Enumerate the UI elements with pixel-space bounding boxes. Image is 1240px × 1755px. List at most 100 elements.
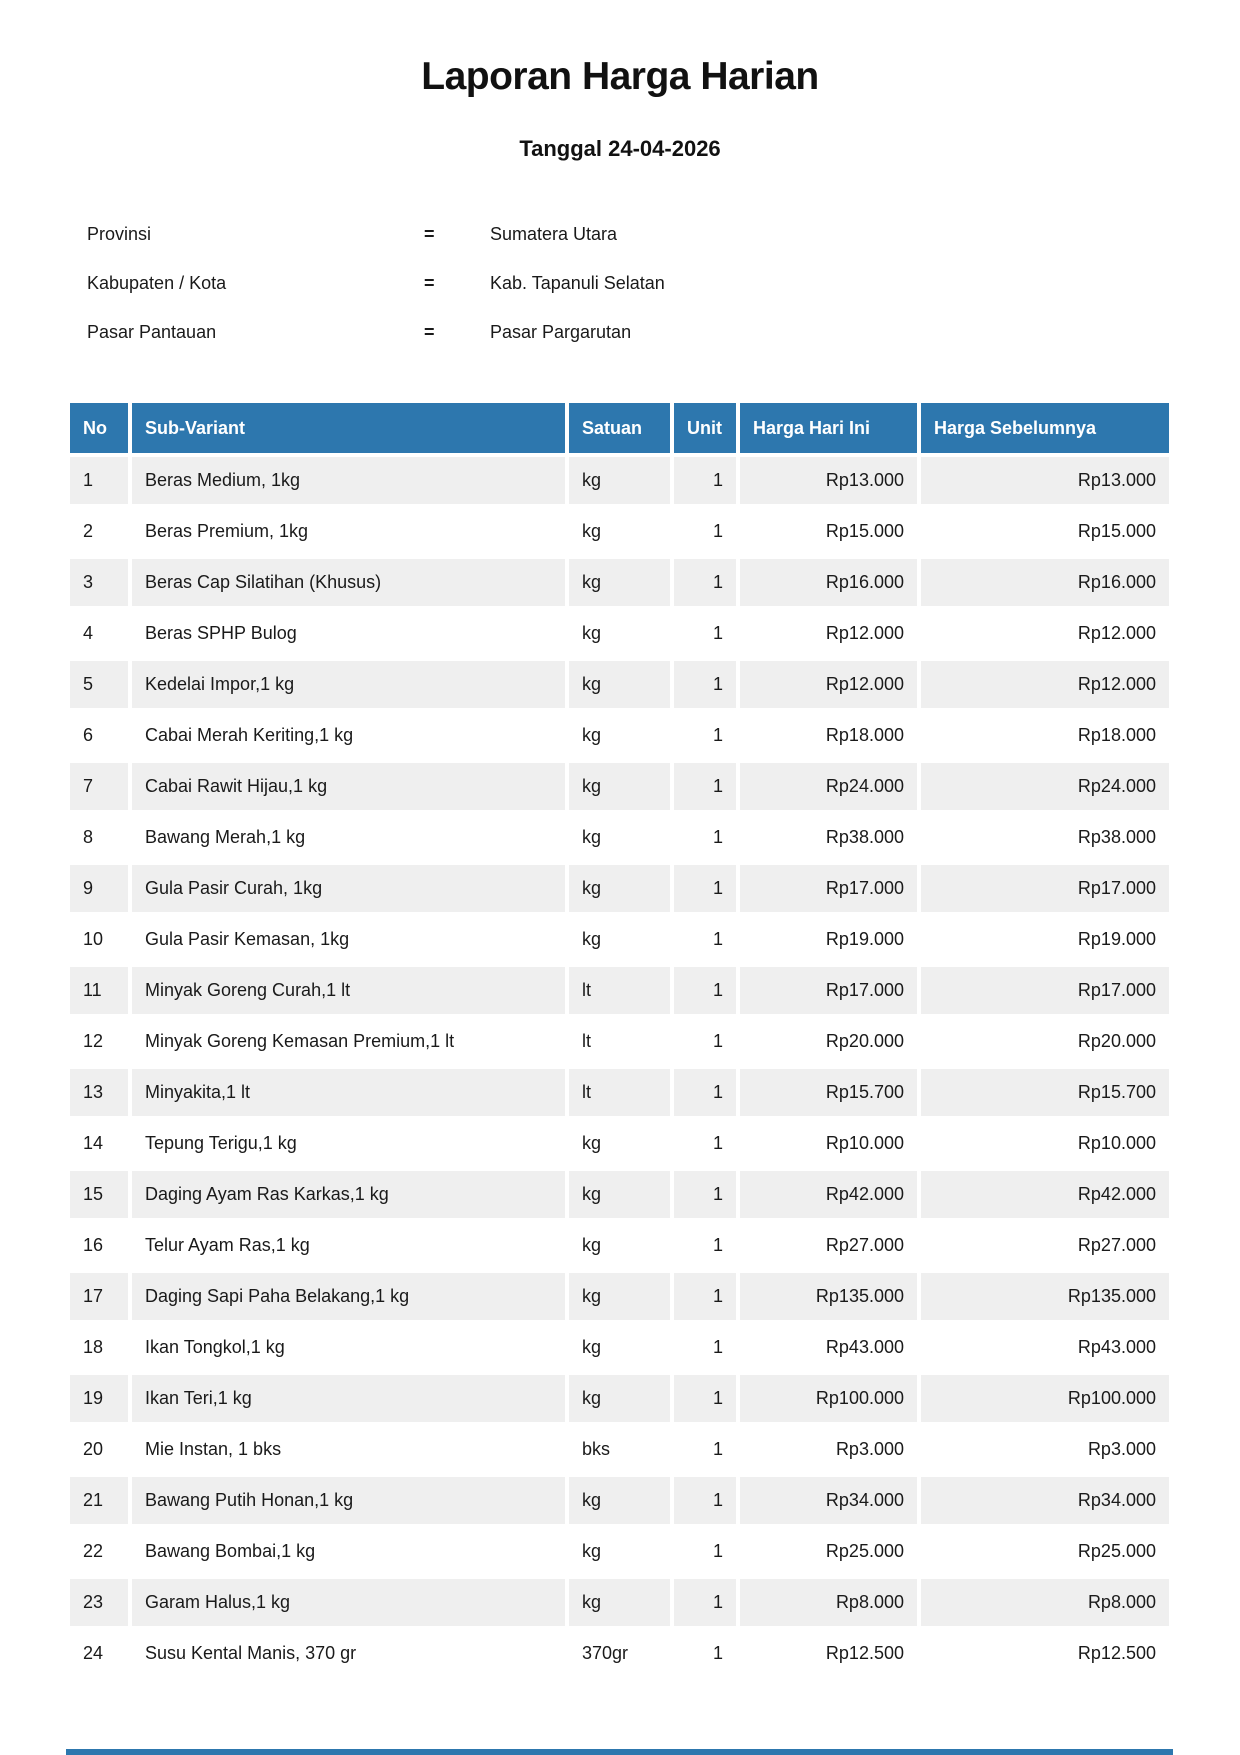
cell-harga-hari-ini: Rp34.000: [740, 1477, 917, 1524]
cell-sub-variant: Minyakita,1 lt: [132, 1069, 565, 1116]
cell-no: 2: [70, 508, 128, 555]
cell-no: 16: [70, 1222, 128, 1269]
cell-satuan: kg: [569, 1120, 670, 1167]
table-row: 16 Telur Ayam Ras,1 kg kg 1 Rp27.000 Rp27.000: [70, 1222, 1169, 1269]
table-row: 24 Susu Kental Manis, 370 gr 370gr 1 Rp12.50…: [70, 1630, 1169, 1677]
cell-satuan: kg: [569, 763, 670, 810]
col-header-harga-sebelumnya: Harga Sebelumnya: [921, 403, 1169, 453]
cell-satuan: kg: [569, 1528, 670, 1575]
table-row: 17 Daging Sapi Paha Belakang,1 kg kg 1 Rp135…: [70, 1273, 1169, 1320]
cell-harga-hari-ini: Rp8.000: [740, 1579, 917, 1626]
meta-label: Kabupaten / Kota: [87, 273, 227, 293]
meta-value: Sumatera Utara: [490, 224, 618, 244]
cell-harga-sebelumnya: Rp10.000: [921, 1120, 1169, 1167]
col-header-harga-hari-ini: Harga Hari Ini: [740, 403, 917, 453]
cell-unit: 1: [674, 967, 736, 1014]
table-row: 7 Cabai Rawit Hijau,1 kg kg 1 Rp24.000 Rp24.0…: [70, 763, 1169, 810]
cell-satuan: kg: [569, 712, 670, 759]
meta-row-2: Pasar Pantauan = Pasar Pargarutan: [0, 322, 1240, 371]
cell-harga-sebelumnya: Rp15.000: [921, 508, 1169, 555]
cell-harga-sebelumnya: Rp43.000: [921, 1324, 1169, 1371]
cell-harga-hari-ini: Rp3.000: [740, 1426, 917, 1473]
cell-sub-variant: Daging Ayam Ras Karkas,1 kg: [132, 1171, 565, 1218]
cell-harga-sebelumnya: Rp12.500: [921, 1630, 1169, 1677]
cell-satuan: lt: [569, 1069, 670, 1116]
table-row: 20 Mie Instan, 1 bks bks 1 Rp3.000 Rp3.000: [70, 1426, 1169, 1473]
cell-satuan: kg: [569, 1477, 670, 1524]
cell-no: 7: [70, 763, 128, 810]
cell-unit: 1: [674, 865, 736, 912]
cell-no: 17: [70, 1273, 128, 1320]
table-row: 19 Ikan Teri,1 kg kg 1 Rp100.000 Rp100.000: [70, 1375, 1169, 1422]
cell-sub-variant: Gula Pasir Curah, 1kg: [132, 865, 565, 912]
table-row: 22 Bawang Bombai,1 kg kg 1 Rp25.000 Rp25.000: [70, 1528, 1169, 1575]
cell-satuan: kg: [569, 916, 670, 963]
cell-satuan: kg: [569, 865, 670, 912]
cell-sub-variant: Tepung Terigu,1 kg: [132, 1120, 565, 1167]
cell-sub-variant: Minyak Goreng Curah,1 lt: [132, 967, 565, 1014]
cell-harga-hari-ini: Rp24.000: [740, 763, 917, 810]
col-header-no: No: [70, 403, 128, 453]
cell-harga-hari-ini: Rp12.000: [740, 661, 917, 708]
cell-sub-variant: Bawang Putih Honan,1 kg: [132, 1477, 565, 1524]
cell-harga-sebelumnya: Rp3.000: [921, 1426, 1169, 1473]
cell-unit: 1: [674, 1375, 736, 1422]
cell-harga-sebelumnya: Rp34.000: [921, 1477, 1169, 1524]
cell-no: 21: [70, 1477, 128, 1524]
price-table: No Sub-Variant Satuan Unit Harga Hari Ini Har…: [66, 399, 1173, 1681]
cell-unit: 1: [674, 1120, 736, 1167]
cell-unit: 1: [674, 712, 736, 759]
table-row: 1 Beras Medium, 1kg kg 1 Rp13.000 Rp13.000: [70, 457, 1169, 504]
meta-equals-sign: =: [424, 322, 435, 342]
cell-satuan: lt: [569, 967, 670, 1014]
cell-harga-sebelumnya: Rp19.000: [921, 916, 1169, 963]
cell-sub-variant: Telur Ayam Ras,1 kg: [132, 1222, 565, 1269]
cell-no: 12: [70, 1018, 128, 1065]
cell-no: 4: [70, 610, 128, 657]
cell-sub-variant: Cabai Rawit Hijau,1 kg: [132, 763, 565, 810]
cell-harga-hari-ini: Rp19.000: [740, 916, 917, 963]
meta-row-1: Kabupaten / Kota = Kab. Tapanuli Selatan: [0, 273, 1240, 322]
cell-no: 11: [70, 967, 128, 1014]
cell-harga-hari-ini: Rp15.700: [740, 1069, 917, 1116]
cell-no: 19: [70, 1375, 128, 1422]
cell-satuan: kg: [569, 457, 670, 504]
cell-sub-variant: Mie Instan, 1 bks: [132, 1426, 565, 1473]
table-row: 4 Beras SPHP Bulog kg 1 Rp12.000 Rp12.000: [70, 610, 1169, 657]
cell-harga-sebelumnya: Rp18.000: [921, 712, 1169, 759]
cell-harga-hari-ini: Rp10.000: [740, 1120, 917, 1167]
cell-unit: 1: [674, 457, 736, 504]
meta-value: Kab. Tapanuli Selatan: [490, 273, 665, 293]
table-row: 23 Garam Halus,1 kg kg 1 Rp8.000 Rp8.000: [70, 1579, 1169, 1626]
cell-sub-variant: Beras Cap Silatihan (Khusus): [132, 559, 565, 606]
cell-unit: 1: [674, 1018, 736, 1065]
page-subtitle: Tanggal 24-04-2026: [519, 136, 721, 161]
cell-harga-sebelumnya: Rp27.000: [921, 1222, 1169, 1269]
cell-no: 6: [70, 712, 128, 759]
cell-satuan: kg: [569, 610, 670, 657]
cell-unit: 1: [674, 559, 736, 606]
cell-harga-hari-ini: Rp20.000: [740, 1018, 917, 1065]
cell-no: 23: [70, 1579, 128, 1626]
cell-unit: 1: [674, 916, 736, 963]
meta-label: Provinsi: [87, 224, 152, 244]
table-row: 9 Gula Pasir Curah, 1kg kg 1 Rp17.000 Rp17.00…: [70, 865, 1169, 912]
cell-unit: 1: [674, 1222, 736, 1269]
cell-harga-hari-ini: Rp18.000: [740, 712, 917, 759]
cell-harga-sebelumnya: Rp12.000: [921, 661, 1169, 708]
table-row: 13 Minyakita,1 lt lt 1 Rp15.700 Rp15.700: [70, 1069, 1169, 1116]
next-page-header-cutoff: [66, 1749, 1173, 1755]
cell-satuan: kg: [569, 1273, 670, 1320]
cell-harga-hari-ini: Rp38.000: [740, 814, 917, 861]
cell-harga-hari-ini: Rp16.000: [740, 559, 917, 606]
cell-sub-variant: Minyak Goreng Kemasan Premium,1 lt: [132, 1018, 565, 1065]
cell-harga-sebelumnya: Rp12.000: [921, 610, 1169, 657]
cell-satuan: bks: [569, 1426, 670, 1473]
cell-no: 5: [70, 661, 128, 708]
table-header-row: No Sub-Variant Satuan Unit Harga Hari Ini Har…: [70, 403, 1169, 453]
cell-harga-sebelumnya: Rp100.000: [921, 1375, 1169, 1422]
table-row: 5 Kedelai Impor,1 kg kg 1 Rp12.000 Rp12.000: [70, 661, 1169, 708]
cell-unit: 1: [674, 508, 736, 555]
cell-harga-hari-ini: Rp13.000: [740, 457, 917, 504]
cell-harga-sebelumnya: Rp13.000: [921, 457, 1169, 504]
